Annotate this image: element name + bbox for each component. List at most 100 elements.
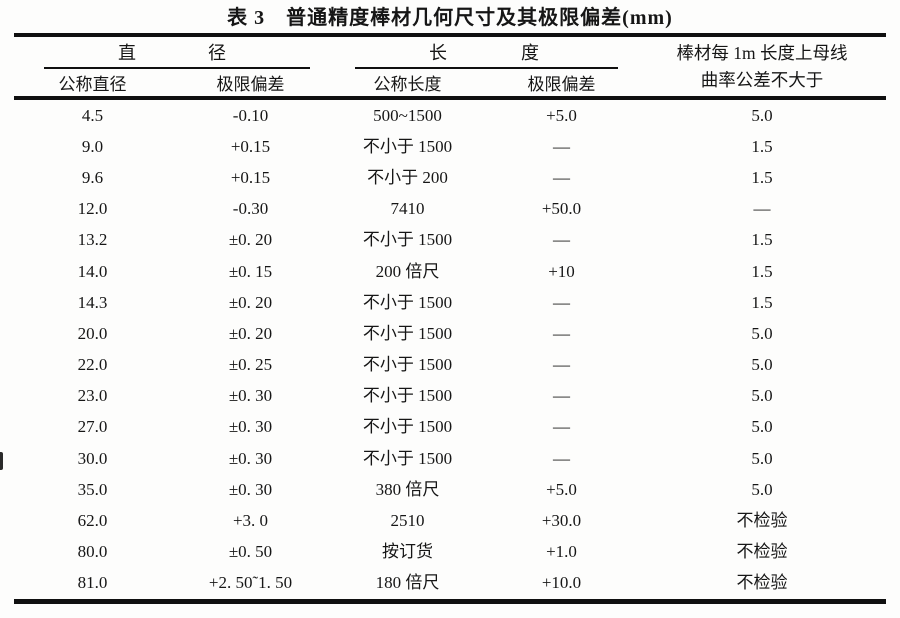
table-cell: 5.0: [751, 448, 773, 468]
header-bottom-rule: [14, 96, 886, 100]
table-cell: —: [553, 136, 570, 156]
table-cell: 12.0: [77, 199, 108, 219]
table-cell: +1.0: [546, 542, 577, 562]
table-cell: 不小于 1500: [362, 230, 453, 250]
table-cell: 27.0: [77, 417, 108, 437]
table-cell: ±0. 20: [228, 230, 273, 250]
table-row: 81.0 +2. 50˜1. 50 180 倍尺 +10.0 不检验: [14, 568, 886, 599]
table-cell: 不小于 1500: [362, 136, 453, 156]
table-cell: 不检验: [736, 511, 788, 531]
table-cell: —: [553, 323, 570, 343]
table-cell: +10: [548, 261, 575, 281]
table-cell: +5.0: [546, 105, 577, 125]
table-cell: —: [553, 386, 570, 406]
table-row: 13.2 ±0. 20 不小于 1500 — 1.5: [14, 225, 886, 256]
subheader-length-deviation: 极限偏差: [527, 75, 596, 94]
table-cell: 1.5: [751, 261, 773, 281]
table-row: 20.0 ±0. 20 不小于 1500 — 5.0: [14, 318, 886, 349]
table-row: 9.0 +0.15 不小于 1500 — 1.5: [14, 131, 886, 162]
table-cell: 不小于 1500: [362, 292, 453, 312]
table-row: 30.0 ±0. 30 不小于 1500 — 5.0: [14, 443, 886, 474]
diameter-char-2: 径: [208, 43, 226, 63]
table-cell: 1.5: [751, 230, 773, 250]
table-cell: 不小于 200: [367, 167, 448, 187]
table-cell: 1.5: [751, 167, 773, 187]
top-rule: [14, 33, 886, 37]
spec-table: 直 径 公称直径 极限偏差 长 度 公称长度 极限偏差: [14, 33, 886, 604]
table-cell: ±0. 25: [228, 355, 273, 375]
table-cell: 不小于 1500: [362, 417, 453, 437]
table-cell: ±0. 30: [228, 386, 273, 406]
length-char-1: 长: [429, 43, 447, 63]
table-cell: 22.0: [77, 355, 108, 375]
table-cell: 1.5: [751, 292, 773, 312]
table-cell: —: [553, 230, 570, 250]
diameter-subheaders: 公称直径 极限偏差: [14, 69, 330, 96]
table-cell: +30.0: [541, 511, 582, 531]
table-cell: 200 倍尺: [375, 261, 440, 281]
table-cell: 14.3: [77, 292, 108, 312]
table-cell: 1.5: [751, 136, 773, 156]
bottom-rule: [14, 599, 886, 604]
table-cell: —: [753, 199, 771, 219]
length-group-label: 长 度: [330, 37, 638, 67]
table-cell: 9.0: [81, 136, 104, 156]
table-cell: 9.6: [81, 167, 104, 187]
subheader-nominal-diameter: 公称直径: [58, 75, 127, 94]
subheader-diameter-deviation: 极限偏差: [216, 75, 285, 94]
diameter-char-1: 直: [118, 43, 136, 63]
table-cell: +5.0: [546, 479, 577, 499]
table-cell: +10.0: [541, 573, 582, 593]
table-cell: 不检验: [736, 573, 788, 593]
table-cell: 180 倍尺: [375, 573, 440, 593]
table-row: 27.0 ±0. 30 不小于 1500 — 5.0: [14, 412, 886, 443]
table-cell: +0.15: [230, 167, 271, 187]
table-cell: 不小于 1500: [362, 323, 453, 343]
table-cell: 35.0: [77, 479, 108, 499]
table-cell: +2. 50˜1. 50: [208, 573, 293, 593]
table-cell: —: [553, 292, 570, 312]
diameter-underline: [44, 67, 310, 69]
length-subheaders: 公称长度 极限偏差: [330, 69, 638, 96]
table-row: 80.0 ±0. 50 按订货 +1.0 不检验: [14, 537, 886, 568]
header-group-curvature: 棒材每 1m 长度上母线 曲率公差不大于: [638, 37, 886, 96]
table-cell: 5.0: [751, 355, 773, 375]
table-cell: 不小于 1500: [362, 386, 453, 406]
table-cell: 62.0: [77, 511, 108, 531]
table-cell: -0.10: [232, 105, 269, 125]
table-cell: 20.0: [77, 323, 108, 343]
table-cell: ±0. 20: [228, 292, 273, 312]
length-underline: [355, 67, 618, 69]
table-cell: 5.0: [751, 323, 773, 343]
table-row: 23.0 ±0. 30 不小于 1500 — 5.0: [14, 381, 886, 412]
table-cell: 5.0: [751, 417, 773, 437]
table-row: 4.5 -0.10 500~1500 +5.0 5.0: [14, 100, 886, 131]
table-cell: -0.30: [232, 199, 269, 219]
table-cell: 不检验: [736, 542, 788, 562]
table-row: 62.0 +3. 0 2510 +30.0 不检验: [14, 505, 886, 536]
table-cell: 500~1500: [373, 105, 442, 125]
table-cell: —: [553, 448, 570, 468]
curvature-header-line1: 棒材每 1m 长度上母线: [676, 43, 848, 63]
table-cell: 80.0: [77, 542, 108, 562]
table-cell: +50.0: [541, 199, 582, 219]
diameter-group-label: 直 径: [14, 37, 330, 67]
table-row: 14.3 ±0. 20 不小于 1500 — 1.5: [14, 287, 886, 318]
table-cell: ±0. 30: [228, 479, 273, 499]
table-cell: —: [553, 355, 570, 375]
table-cell: 5.0: [751, 105, 773, 125]
table-cell: ±0. 20: [228, 323, 273, 343]
table-row: 12.0 -0.30 7410 +50.0 —: [14, 194, 886, 225]
table-cell: 380 倍尺: [375, 479, 440, 499]
header-group-length: 长 度 公称长度 极限偏差: [330, 37, 638, 96]
scan-artifact: [0, 452, 3, 470]
table-cell: 5.0: [751, 479, 773, 499]
table-cell: 按订货: [382, 542, 433, 562]
table-row: 9.6 +0.15 不小于 200 — 1.5: [14, 162, 886, 193]
table-cell: 不小于 1500: [362, 355, 453, 375]
table-cell: 81.0: [77, 573, 108, 593]
table-cell: 30.0: [77, 448, 108, 468]
header-group-diameter: 直 径 公称直径 极限偏差: [14, 37, 330, 96]
table-cell: +3. 0: [232, 511, 269, 531]
table-body: 4.5 -0.10 500~1500 +5.0 5.0 9.0 +0.15 不小于 1500 —…: [14, 100, 886, 599]
